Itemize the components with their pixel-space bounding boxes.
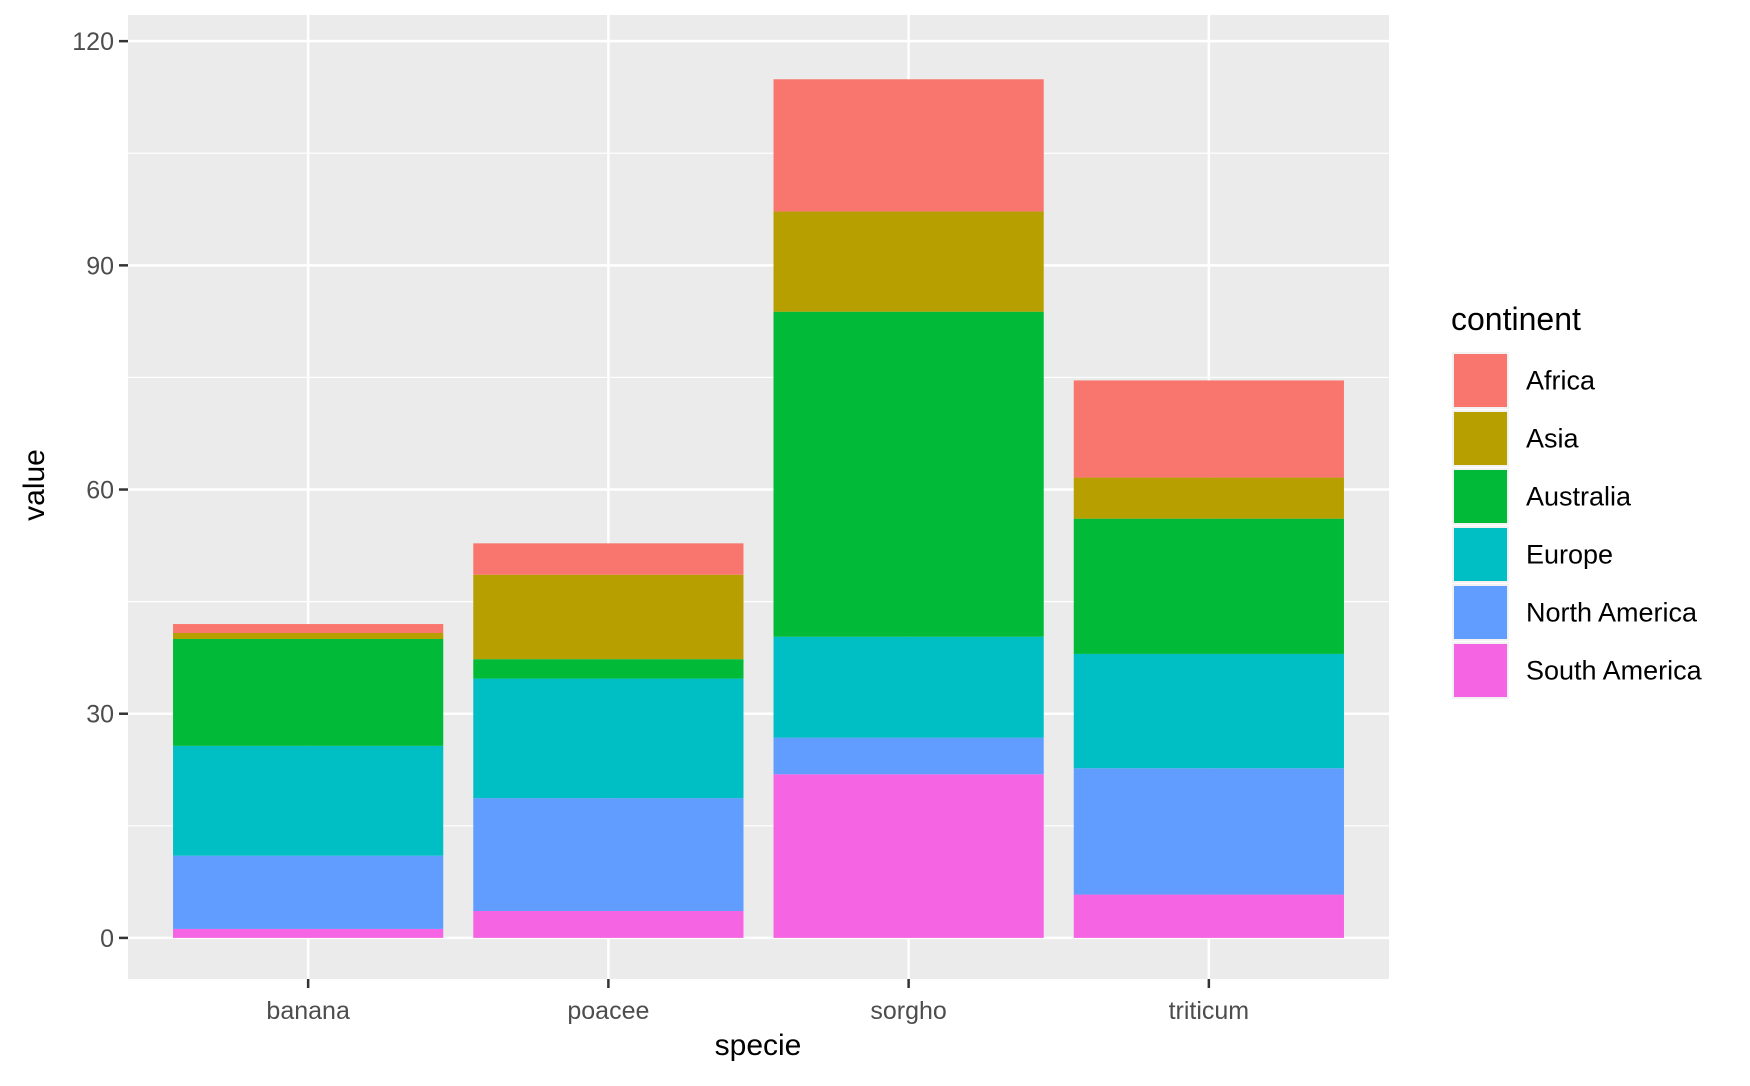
legend-label-australia: Australia xyxy=(1526,482,1632,512)
bar-poacee-europe xyxy=(473,678,744,799)
bar-triticum-asia xyxy=(1073,477,1344,519)
bar-triticum-africa xyxy=(1073,380,1344,478)
y-tick-label: 120 xyxy=(72,28,114,56)
bar-poacee-south-america xyxy=(473,910,744,938)
bar-triticum-north-america xyxy=(1073,768,1344,895)
bar-banana-africa xyxy=(173,624,444,634)
x-axis: banana poacee sorgho triticum xyxy=(266,979,1249,1025)
bars xyxy=(173,79,1344,938)
y-tick-label: 30 xyxy=(86,701,114,729)
y-axis-title: value xyxy=(18,449,51,521)
bar-banana-asia xyxy=(173,633,444,639)
legend-label-asia: Asia xyxy=(1526,424,1580,454)
legend-key-south-america xyxy=(1454,644,1507,697)
bar-banana-australia xyxy=(173,638,444,746)
legend-label-south-america: South America xyxy=(1526,656,1703,686)
y-tick-label: 60 xyxy=(86,477,114,505)
legend-key-africa xyxy=(1454,354,1507,407)
bar-sorgho-australia xyxy=(773,311,1044,637)
bar-triticum-south-america xyxy=(1073,894,1344,938)
bar-sorgho-south-america xyxy=(773,774,1044,938)
x-tick-label: triticum xyxy=(1169,997,1250,1025)
y-axis: 0 30 60 90 120 xyxy=(72,28,128,953)
y-tick-label: 90 xyxy=(86,252,114,280)
x-axis-title: specie xyxy=(715,1029,802,1062)
bar-banana-europe xyxy=(173,745,444,856)
bar-sorgho-europe xyxy=(773,636,1044,738)
legend-key-europe xyxy=(1454,528,1507,581)
x-tick-label: banana xyxy=(266,997,350,1025)
legend-label-africa: Africa xyxy=(1526,366,1596,396)
bar-poacee-north-america xyxy=(473,798,744,911)
bar-poacee-australia xyxy=(473,659,744,679)
legend-key-north-america xyxy=(1454,586,1507,639)
legend-label-europe: Europe xyxy=(1526,540,1613,570)
bar-banana-north-america xyxy=(173,855,444,929)
bar-triticum-europe xyxy=(1073,653,1344,769)
legend: continent Africa Asia Australia Europe North… xyxy=(1451,301,1703,699)
bar-banana-south-america xyxy=(173,928,444,938)
legend-key-asia xyxy=(1454,412,1507,465)
legend-label-north-america: North America xyxy=(1526,598,1698,628)
y-tick-label: 0 xyxy=(100,925,114,953)
bar-sorgho-north-america xyxy=(773,737,1044,775)
legend-title: continent xyxy=(1451,301,1581,337)
bar-sorgho-asia xyxy=(773,211,1044,312)
bar-poacee-africa xyxy=(473,543,744,575)
x-tick-label: poacee xyxy=(567,997,649,1025)
bar-triticum-australia xyxy=(1073,518,1344,654)
legend-key-australia xyxy=(1454,470,1507,523)
bar-sorgho-africa xyxy=(773,79,1044,212)
bar-poacee-asia xyxy=(473,574,744,660)
x-tick-label: sorgho xyxy=(870,997,946,1025)
